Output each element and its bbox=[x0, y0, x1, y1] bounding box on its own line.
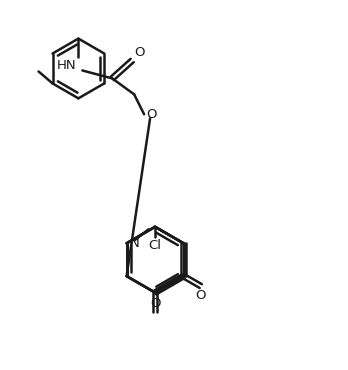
Text: O: O bbox=[134, 46, 145, 58]
Text: N: N bbox=[129, 237, 139, 250]
Text: O: O bbox=[196, 289, 206, 302]
Text: HN: HN bbox=[57, 58, 77, 71]
Text: O: O bbox=[146, 108, 157, 121]
Text: Cl: Cl bbox=[149, 239, 161, 252]
Text: O: O bbox=[150, 296, 160, 309]
